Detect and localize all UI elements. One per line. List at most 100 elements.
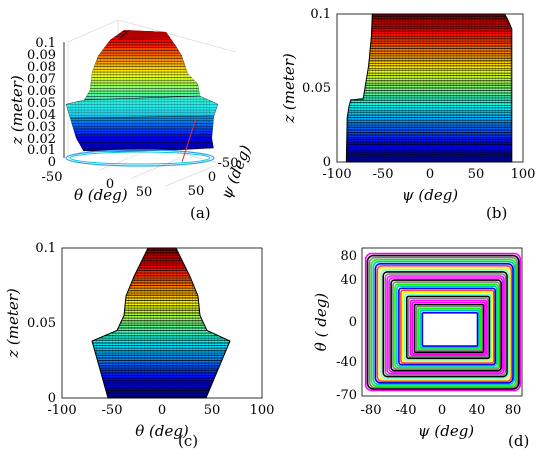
contour-line xyxy=(390,279,502,372)
theta-tick-label: 50 xyxy=(136,185,153,200)
panel-a-z-axis: 0.1 0.09 0.08 0.07 0.06 0.05 0.04 0.03 0… xyxy=(27,36,65,170)
panel-d-label: (d) xyxy=(508,432,529,450)
x-tick-label: -50 xyxy=(102,403,123,418)
panel-c-surface xyxy=(91,247,231,399)
y-tick-label: -70 xyxy=(336,388,357,403)
contour-line xyxy=(398,287,496,366)
panel-a-label: (a) xyxy=(190,204,211,222)
x-tick-label: 100 xyxy=(250,403,275,418)
surface-band xyxy=(91,69,188,73)
surface-band xyxy=(103,44,178,48)
y-tick-label: 80 xyxy=(340,249,357,264)
contour-line xyxy=(386,275,505,375)
surface-band xyxy=(124,153,166,156)
contour-line xyxy=(378,266,511,381)
contour-line xyxy=(419,309,480,349)
contour-line xyxy=(421,311,479,347)
z-tick-label: 0 xyxy=(48,155,56,170)
contour-line xyxy=(415,305,483,352)
surface-band xyxy=(69,117,215,122)
z-tick-label: 0.04 xyxy=(27,108,56,123)
surface-band xyxy=(95,58,184,62)
contour-line xyxy=(366,254,520,390)
surface-band xyxy=(92,66,187,70)
panel-a: 0.1 0.09 0.08 0.07 0.06 0.05 0.04 0.03 0… xyxy=(8,19,255,222)
panel-b-x-ticks: -100 -50 0 50 100 xyxy=(322,167,535,182)
contour-line xyxy=(411,301,486,355)
panel-d-x-label: ψ (deg) xyxy=(418,422,474,440)
y-tick-label: 0.05 xyxy=(302,81,331,96)
psi-tick-label: 50 xyxy=(188,184,205,199)
y-tick-label: -40 xyxy=(336,355,357,370)
contour-line xyxy=(380,269,510,379)
x-tick-label: 0 xyxy=(158,403,166,418)
surface-ridge xyxy=(117,30,171,41)
psi-tick-label: -50 xyxy=(218,156,239,171)
panel-c: -100 -50 0 50 100 0 0.05 0.1 z (meter) θ… xyxy=(4,241,274,450)
z-tick-label: 0.02 xyxy=(27,132,56,147)
contour-line xyxy=(400,289,495,364)
z-tick-label: 0.08 xyxy=(27,60,56,75)
contour-line xyxy=(368,256,519,389)
x-tick-label: 80 xyxy=(505,403,522,418)
surface-band xyxy=(76,139,213,143)
panel-b-y-ticks: 0 0.05 0.1 xyxy=(302,7,331,170)
contour-line xyxy=(407,297,489,358)
contour-line xyxy=(376,264,513,383)
surface-band xyxy=(99,50,181,54)
panel-b: -100 -50 0 50 100 0 0.05 0.1 z (meter) ψ… xyxy=(280,7,535,222)
x-tick-label: -100 xyxy=(322,167,351,182)
surface-band xyxy=(91,74,192,78)
contour-line xyxy=(370,258,517,387)
y-tick-label: 0.05 xyxy=(27,316,56,331)
theta-tick-label: 0 xyxy=(106,177,114,192)
x-tick-label: 100 xyxy=(511,167,536,182)
x-tick-label: 50 xyxy=(204,403,221,418)
panel-d-y-label: θ ( deg) xyxy=(312,293,330,352)
contour-line xyxy=(417,307,482,350)
surface-band xyxy=(89,88,200,92)
x-tick-label: 0 xyxy=(438,403,446,418)
panel-a-psi-label: ψ (deg) xyxy=(217,142,255,201)
panel-c-y-ticks: 0 0.05 0.1 xyxy=(27,241,56,406)
contour-line xyxy=(384,273,507,376)
x-tick-label: 50 xyxy=(468,167,485,182)
theta-tick-label: -50 xyxy=(42,170,63,185)
surface-band xyxy=(96,55,184,59)
surface-band xyxy=(91,71,190,76)
contour-line xyxy=(374,262,514,384)
y-tick-label: 0 xyxy=(349,315,357,330)
panel-c-y-label: z (meter) xyxy=(4,288,22,359)
contour-line xyxy=(405,295,491,360)
surface-band xyxy=(78,142,214,146)
z-tick-label: 0.03 xyxy=(27,120,56,135)
surface-band xyxy=(72,125,214,130)
contour-line xyxy=(372,260,516,386)
x-tick-label: -40 xyxy=(396,403,417,418)
surface-outline xyxy=(345,13,513,163)
panel-b-y-label: z (meter) xyxy=(280,53,298,124)
x-tick-label: -50 xyxy=(373,167,394,182)
z-tick-label: 0.07 xyxy=(27,72,56,87)
contour-line xyxy=(413,303,485,354)
surface-band xyxy=(93,63,186,67)
z-tick-label: 0.01 xyxy=(27,143,56,158)
contour-line xyxy=(401,291,493,363)
panel-a-floor-contour xyxy=(65,117,215,167)
panel-a-z-label: z (meter) xyxy=(8,75,26,146)
contour-line xyxy=(403,293,492,361)
psi-tick-label: 0 xyxy=(208,170,216,185)
y-tick-label: 0 xyxy=(323,155,331,170)
contour-line xyxy=(364,252,522,392)
surface-band xyxy=(90,79,198,84)
panel-c-label: (c) xyxy=(178,432,198,450)
contour-line xyxy=(382,271,508,378)
surface-band xyxy=(97,52,183,56)
panel-c-x-label: θ (deg) xyxy=(135,422,189,440)
panel-b-surface xyxy=(345,13,513,163)
panel-b-x-label: ψ (deg) xyxy=(402,186,458,204)
panel-b-label: (b) xyxy=(486,204,507,222)
panel-d-x-ticks: -80 -40 0 40 80 xyxy=(361,403,522,418)
surface-outline xyxy=(91,247,231,399)
